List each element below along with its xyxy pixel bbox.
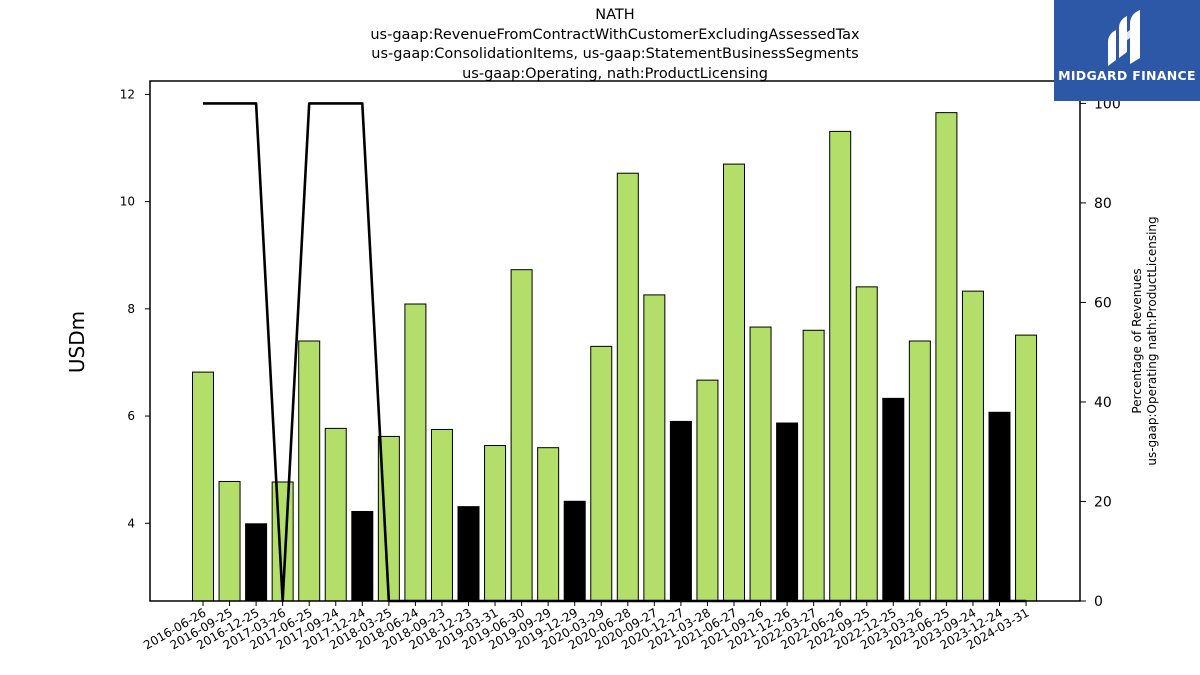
chart-title: NATH us-gaap:RevenueFromContractWithCust… (315, 6, 915, 84)
bar-2016-12-25 (245, 523, 268, 602)
axes-layer: 46810120204060801002016-06-262016-09-252… (120, 87, 1121, 652)
y2-axis-label: Percentage of Revenues us-gaap:Operating… (1130, 216, 1160, 465)
y2-tick-label-0: 0 (1094, 594, 1103, 610)
bar-2023-06-25 (935, 112, 958, 602)
logo-text: MIDGARD FINANCE (1058, 68, 1196, 83)
bar-2023-09-24 (961, 290, 984, 602)
bar-2016-06-26 (192, 371, 214, 602)
bar-2020-09-27 (643, 294, 666, 602)
bar-2017-12-24 (351, 510, 374, 602)
bar-2022-06-26 (829, 130, 852, 602)
bar-2016-09-25 (218, 480, 241, 602)
bar-2019-09-29 (537, 447, 560, 602)
midgard-finance-logo: MIDGARD FINANCE (1054, 0, 1200, 101)
bar-2021-06-27 (723, 163, 745, 602)
bar-2017-06-25 (298, 340, 321, 602)
bar-2023-03-26 (908, 340, 931, 602)
plot-frame (149, 80, 1081, 602)
bar-2021-12-26 (776, 422, 799, 602)
bar-2023-12-24 (988, 411, 1011, 602)
title-line-4: us-gaap:Operating, nath:ProductLicensing (462, 65, 768, 82)
bar-2021-09-26 (749, 326, 772, 602)
y2-tick-label-80: 80 (1094, 196, 1112, 212)
title-line-1: NATH (595, 7, 635, 23)
bar-2024-03-31 (1015, 334, 1038, 602)
bar-2022-03-27 (802, 329, 825, 602)
bar-2019-03-31 (484, 445, 507, 602)
bar-2020-06-28 (616, 172, 639, 602)
bar-2019-06-30 (510, 269, 533, 602)
bar-2019-12-29 (563, 500, 586, 602)
y2-tick-label-20: 20 (1094, 494, 1112, 510)
y-tick-label-8: 8 (127, 302, 135, 316)
y2-axis-label-line-2: us-gaap:Operating nath:ProductLicensing (1145, 216, 1159, 466)
y-tick-label-10: 10 (120, 195, 135, 209)
title-line-3: us-gaap:ConsolidationItems, us-gaap:Stat… (371, 46, 859, 62)
bar-2018-12-23 (457, 506, 480, 602)
y2-tick-label-60: 60 (1094, 295, 1112, 311)
y-tick-label-4: 4 (127, 516, 135, 530)
bar-2022-09-25 (855, 286, 878, 602)
y-tick-label-12: 12 (120, 87, 135, 101)
bar-2018-09-23 (430, 428, 453, 602)
bars-layer (192, 112, 1038, 602)
bar-2020-12-27 (669, 420, 692, 602)
logo-mark-icon (1108, 10, 1140, 66)
y-tick-label-6: 6 (127, 409, 135, 423)
bar-2022-12-25 (882, 397, 905, 602)
bar-2018-06-24 (404, 303, 427, 602)
y2-axis-label-line-1: Percentage of Revenues (1130, 268, 1144, 414)
bar-2017-09-24 (324, 427, 347, 602)
bar-2020-03-29 (590, 345, 613, 602)
y-axis-label: USDm (65, 310, 89, 374)
y2-tick-label-40: 40 (1094, 395, 1112, 411)
bar-2021-03-28 (696, 379, 719, 602)
title-line-2: us-gaap:RevenueFromContractWithCustomerE… (370, 26, 860, 43)
